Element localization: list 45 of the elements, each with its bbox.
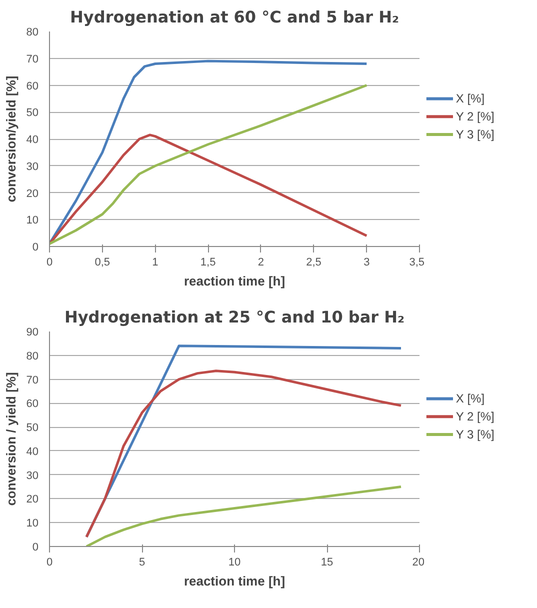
x-tick-label: 3,5 [409,256,425,268]
line-series [85,486,402,546]
y-axis-title: conversion / yield [%] [3,372,18,506]
y-tick-label: 50 [26,107,39,120]
y-tick-label: 0 [32,242,39,254]
y-tick-label: 60 [26,80,39,92]
legend-label: Y 3 [%] [456,428,494,442]
y-tick-label: 10 [26,214,39,227]
y-tick-label: 60 [26,398,39,410]
x-tick-label: 5 [138,556,146,568]
y-tick-label: 80 [26,26,39,38]
legend-label: Y 3 [%] [456,128,494,142]
y-tick-label: 70 [26,374,39,386]
x-tick-label: 2,5 [306,256,322,268]
x-tick-label: 20 [412,556,425,568]
y-tick-label: 20 [26,188,39,200]
legend-label: X [%] [456,392,485,406]
x-tick-label: 10 [228,556,241,568]
chart-title: Hydrogenation at 25 °C and 10 bar H₂ [64,308,405,326]
y-axis-title: conversion/yield [%] [3,76,18,202]
y-tick-label: 30 [26,470,39,482]
y-tick-label: 40 [26,134,39,146]
x-tick-label: 15 [320,556,334,568]
y-tick-label: 30 [26,160,39,173]
x-tick-label: 1 [152,256,158,268]
chart-title: Hydrogenation at 60 °C and 5 bar H₂ [70,8,399,26]
legend-label: Y 2 [%] [456,110,494,124]
y-tick-label: 10 [26,518,39,530]
x-tick-label: 0 [46,256,53,268]
y-tick-label: 90 [26,326,39,338]
x-tick-label: 1,5 [200,256,216,268]
legend-label: Y 2 [%] [456,410,494,424]
y-tick-label: 0 [32,542,39,554]
legend-label: X [%] [456,92,485,106]
y-tick-label: 40 [26,446,39,458]
x-axis-title: reaction time [h] [184,274,286,288]
y-tick-label: 20 [26,494,39,506]
x-tick-label: 0,5 [94,256,110,268]
x-axis-title: reaction time [h] [184,574,286,588]
y-tick-label: 80 [26,350,39,362]
x-tick-label: 2 [258,256,264,268]
x-tick-label: 3 [364,256,370,268]
y-tick-label: 50 [26,422,39,434]
x-tick-label: 0 [46,556,53,568]
y-tick-label: 70 [26,53,39,66]
